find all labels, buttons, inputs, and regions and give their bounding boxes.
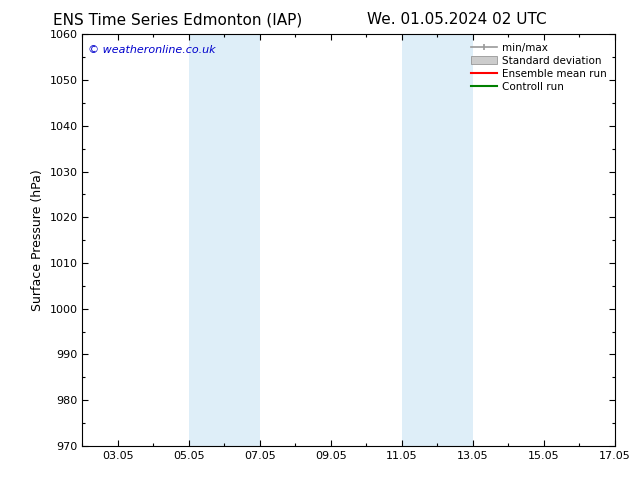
Text: We. 01.05.2024 02 UTC: We. 01.05.2024 02 UTC — [366, 12, 547, 27]
Text: © weatheronline.co.uk: © weatheronline.co.uk — [87, 45, 216, 54]
Legend: min/max, Standard deviation, Ensemble mean run, Controll run: min/max, Standard deviation, Ensemble me… — [467, 40, 610, 95]
Text: ENS Time Series Edmonton (IAP): ENS Time Series Edmonton (IAP) — [53, 12, 302, 27]
Y-axis label: Surface Pressure (hPa): Surface Pressure (hPa) — [31, 169, 44, 311]
Bar — [189, 34, 260, 446]
Bar — [402, 34, 473, 446]
